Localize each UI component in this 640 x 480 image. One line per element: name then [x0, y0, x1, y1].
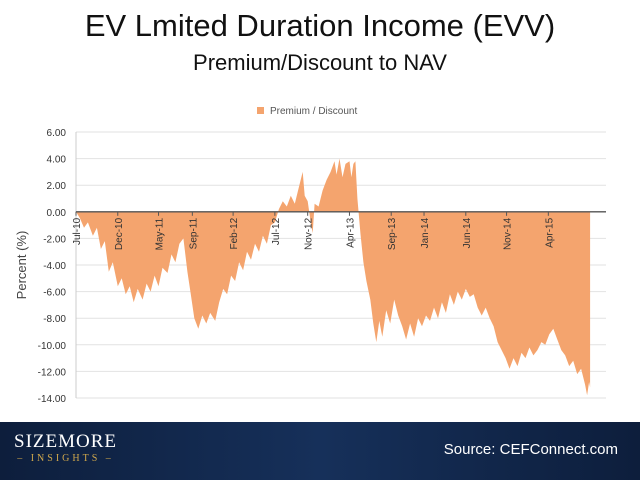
x-tick-label: Nov-14 — [503, 217, 514, 250]
y-tick-label: 2.00 — [47, 181, 67, 192]
premium-discount-chart: Premium / Discount Jul-10 Dec-10 May-11 Sep… — [14, 106, 606, 405]
x-tick-label: Sep-13 — [387, 217, 398, 250]
chart-title: EV Lmited Duration Income (EVV) — [84, 8, 556, 43]
y-tick-label: -10.00 — [38, 341, 67, 352]
chart-legend: Premium / Discount — [257, 106, 357, 117]
legend-label: Premium / Discount — [270, 106, 357, 117]
x-axis-ticks: Jul-10 Dec-10 May-11 Sep-11 Feb-12 Jul-12 Nov-… — [72, 211, 555, 250]
y-tick-label: 4.00 — [47, 155, 67, 166]
y-tick-label: -12.00 — [38, 367, 67, 378]
y-tick-label: -6.00 — [43, 288, 66, 299]
logo-sub-text: – INSIGHTS – — [17, 453, 114, 464]
sizemore-logo: SIZEMORE – INSIGHTS – — [14, 432, 117, 466]
logo-main-text: SIZEMORE — [14, 431, 117, 452]
x-tick-label: Apr-15 — [544, 217, 555, 247]
chart-subtitle: Premium/Discount to NAV — [193, 50, 447, 75]
y-tick-label: -14.00 — [38, 394, 67, 405]
source-note: Source: CEFConnect.com — [443, 441, 618, 458]
legend-swatch — [257, 107, 264, 114]
x-tick-label: Dec-10 — [114, 217, 125, 250]
y-axis-ticks: 6.00 4.00 2.00 0.00 -2.00 -4.00 -6.00 -8.00 -10.… — [38, 128, 67, 405]
footer-bar: SIZEMORE – INSIGHTS – Source: CEFConnect… — [0, 422, 640, 480]
x-tick-label: Sep-11 — [188, 217, 199, 249]
x-tick-label: Jun-14 — [462, 217, 473, 248]
y-tick-label: -8.00 — [43, 314, 66, 325]
x-tick-label: May-11 — [155, 217, 166, 250]
x-tick-label: Nov-12 — [304, 217, 315, 250]
y-axis-label: Percent (%) — [14, 231, 29, 300]
y-tick-label: -4.00 — [43, 261, 66, 272]
x-tick-label: Jul-10 — [72, 217, 83, 245]
premium-discount-area — [76, 158, 591, 396]
series-area — [76, 158, 606, 396]
x-tick-label: Feb-12 — [229, 217, 240, 249]
x-tick-label: Apr-13 — [345, 217, 356, 247]
x-tick-label: Jul-12 — [271, 217, 282, 245]
x-tick-label: Jan-14 — [420, 217, 431, 248]
y-tick-label: 0.00 — [47, 208, 67, 219]
y-tick-label: -2.00 — [43, 234, 66, 245]
y-tick-label: 6.00 — [47, 128, 67, 139]
